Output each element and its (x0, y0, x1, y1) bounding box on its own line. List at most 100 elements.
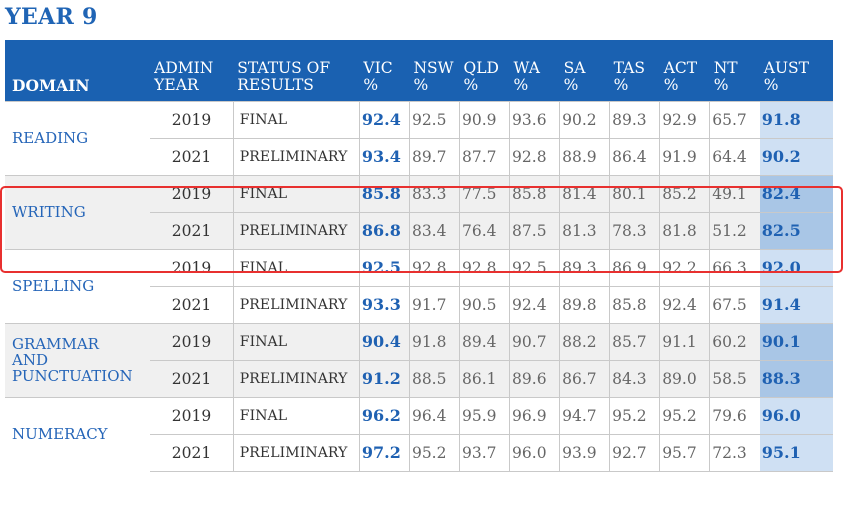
admin-year-cell: 2021 (150, 285, 234, 323)
status-cell: FINAL (232, 322, 360, 360)
domain-label: NUMERACY (5, 396, 151, 471)
value-cell-sa: 88.9 (559, 137, 610, 175)
value-cell-act: 95.2 (659, 396, 710, 434)
value-cell-wa: 85.8 (509, 174, 560, 212)
value-cell-act: 92.2 (659, 248, 710, 286)
value-cell-nt: 65.7 (709, 100, 760, 138)
header-qld: QLD% (459, 40, 510, 101)
value-cell-vic: 97.2 (358, 433, 410, 472)
value-cell-vic: 92.5 (358, 248, 410, 286)
value-cell-aust: 92.0 (759, 248, 833, 286)
value-cell-nt: 79.6 (709, 396, 760, 434)
value-cell-qld: 92.8 (458, 248, 510, 286)
value-cell-tas: 86.9 (609, 248, 660, 286)
domain-label: READING (5, 100, 151, 175)
admin-year-cell: 2019 (150, 100, 234, 138)
header-aust: AUST% (759, 40, 833, 101)
value-cell-nsw: 89.7 (408, 137, 460, 175)
header-row: DOMAIN ADMIN YEAR STATUS OF RESULTS VIC% NS… (5, 40, 833, 101)
value-cell-aust: 82.5 (759, 211, 833, 249)
value-cell-wa: 92.5 (509, 248, 560, 286)
header-sa: SA% (559, 40, 610, 101)
status-cell: PRELIMINARY (232, 211, 360, 249)
value-cell-qld: 89.4 (458, 322, 510, 360)
admin-year-cell: 2021 (150, 137, 234, 175)
value-cell-sa: 93.9 (559, 433, 610, 472)
value-cell-tas: 86.4 (609, 137, 660, 175)
header-nt: NT% (709, 40, 760, 101)
value-cell-act: 81.8 (659, 211, 710, 249)
value-cell-tas: 85.7 (609, 322, 660, 360)
value-cell-nsw: 91.7 (408, 285, 460, 323)
value-cell-aust: 88.3 (759, 359, 833, 397)
value-cell-nt: 72.3 (709, 433, 760, 472)
value-cell-nsw: 88.5 (408, 359, 460, 397)
value-cell-wa: 96.0 (509, 433, 560, 472)
value-cell-tas: 95.2 (609, 396, 660, 434)
value-cell-wa: 92.8 (509, 137, 560, 175)
domain-label: SPELLING (5, 248, 151, 323)
value-cell-tas: 89.3 (609, 100, 660, 138)
admin-year-cell: 2021 (150, 433, 234, 472)
value-cell-sa: 81.3 (559, 211, 610, 249)
table-row: SPELLING 2019 FINAL 92.5 92.8 92.8 92.5 89.3 86.… (5, 248, 833, 323)
header-admin-year: ADMIN YEAR (150, 40, 234, 101)
header-wa: WA% (509, 40, 560, 101)
domain-label: GRAMMAR AND PUNCTUATION (5, 322, 151, 397)
value-cell-vic: 85.8 (358, 174, 410, 212)
value-cell-vic: 90.4 (358, 322, 410, 360)
value-cell-nt: 58.5 (709, 359, 760, 397)
value-cell-tas: 92.7 (609, 433, 660, 472)
table-row: 2021 PRELIMINARY 93.3 91.7 90.5 92.4 89.8 85.8 9… (5, 285, 833, 323)
value-cell-sa: 86.7 (559, 359, 610, 397)
admin-year-cell: 2019 (150, 322, 234, 360)
value-cell-sa: 94.7 (559, 396, 610, 434)
status-cell: FINAL (232, 174, 360, 212)
value-cell-act: 92.4 (659, 285, 710, 323)
status-cell: PRELIMINARY (232, 359, 360, 397)
status-cell: FINAL (232, 248, 360, 286)
value-cell-nsw: 92.5 (408, 100, 460, 138)
value-cell-act: 92.9 (659, 100, 710, 138)
value-cell-vic: 86.8 (358, 211, 410, 249)
value-cell-nt: 67.5 (709, 285, 760, 323)
admin-year-cell: 2019 (150, 396, 234, 434)
value-cell-nt: 49.1 (709, 174, 760, 212)
value-cell-nsw: 96.4 (408, 396, 460, 434)
table-row: 2021 PRELIMINARY 97.2 95.2 93.7 96.0 93.9 92.7 9… (5, 433, 833, 472)
value-cell-nt: 66.3 (709, 248, 760, 286)
table-row: READING 2019 FINAL 92.4 92.5 90.9 93.6 90.2 89.3… (5, 100, 833, 175)
value-cell-act: 89.0 (659, 359, 710, 397)
table-body: READING 2019 FINAL 92.4 92.5 90.9 93.6 90.2 89.3… (5, 100, 833, 472)
value-cell-sa: 90.2 (559, 100, 610, 138)
header-act: ACT% (659, 40, 710, 101)
value-cell-aust: 90.1 (759, 322, 833, 360)
table-row: GRAMMAR AND PUNCTUATION 2019 FINAL 90.4 91.8 89… (5, 322, 833, 397)
status-cell: FINAL (232, 396, 360, 434)
value-cell-nt: 51.2 (709, 211, 760, 249)
value-cell-act: 91.9 (659, 137, 710, 175)
value-cell-vic: 96.2 (358, 396, 410, 434)
page-title: YEAR 9 (5, 4, 98, 30)
value-cell-tas: 85.8 (609, 285, 660, 323)
value-cell-qld: 76.4 (458, 211, 510, 249)
status-cell: PRELIMINARY (232, 285, 360, 323)
admin-year-cell: 2021 (150, 211, 234, 249)
value-cell-aust: 95.1 (759, 433, 833, 472)
status-cell: PRELIMINARY (232, 433, 360, 472)
value-cell-act: 85.2 (659, 174, 710, 212)
value-cell-vic: 93.4 (358, 137, 410, 175)
value-cell-qld: 93.7 (458, 433, 510, 472)
value-cell-nsw: 83.4 (408, 211, 460, 249)
value-cell-sa: 89.8 (559, 285, 610, 323)
value-cell-tas: 78.3 (609, 211, 660, 249)
value-cell-wa: 90.7 (509, 322, 560, 360)
value-cell-nsw: 95.2 (408, 433, 460, 472)
value-cell-aust: 91.4 (759, 285, 833, 323)
header-domain: DOMAIN (5, 40, 151, 101)
value-cell-wa: 96.9 (509, 396, 560, 434)
value-cell-qld: 77.5 (458, 174, 510, 212)
results-table: DOMAIN ADMIN YEAR STATUS OF RESULTS VIC% NS… (5, 40, 833, 472)
header-vic: VIC% (359, 40, 410, 101)
value-cell-tas: 80.1 (609, 174, 660, 212)
